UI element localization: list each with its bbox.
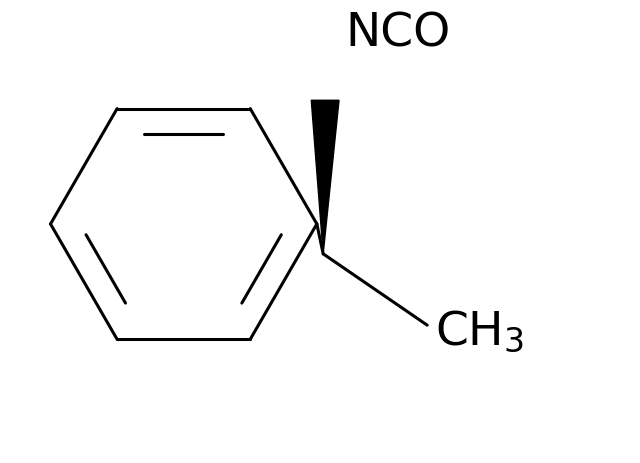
Text: CH$_3$: CH$_3$ (435, 307, 524, 353)
Text: NCO: NCO (345, 12, 450, 56)
Polygon shape (311, 101, 339, 254)
